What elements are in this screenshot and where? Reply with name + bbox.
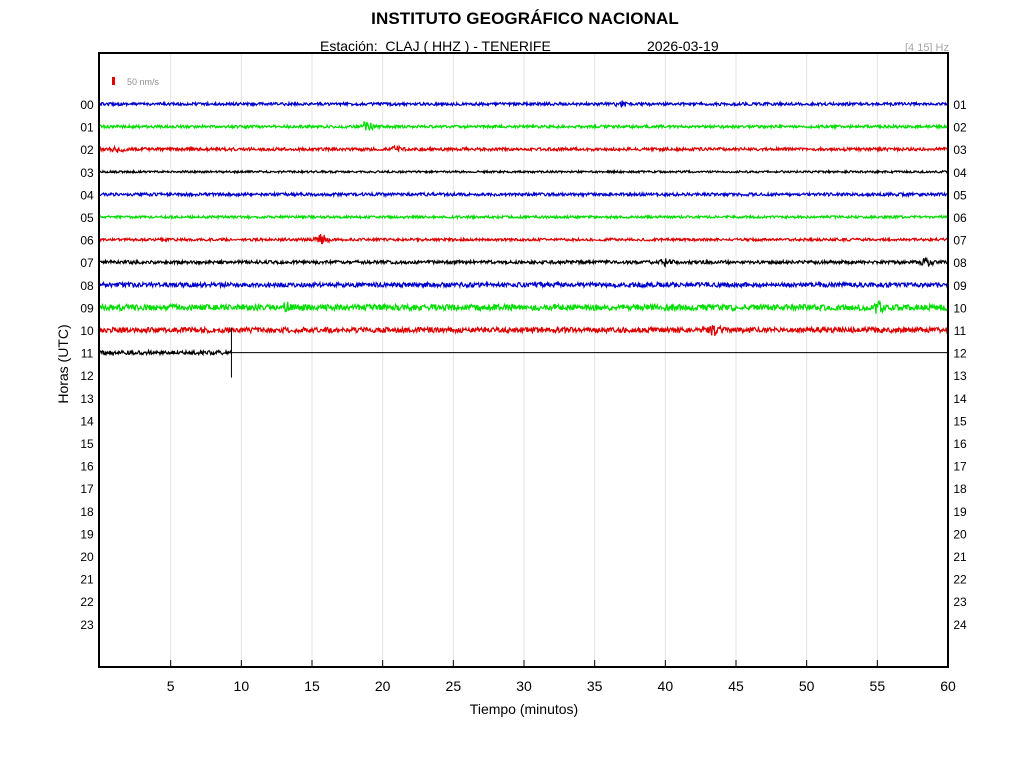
x-tick-label-20: 20: [375, 678, 391, 694]
hour-label-left-22: 22: [80, 595, 94, 609]
hour-label-left-09: 09: [80, 301, 94, 315]
hour-label-left-11: 11: [81, 347, 94, 361]
x-tick-label-30: 30: [516, 678, 532, 694]
hour-label-right-19: 19: [953, 505, 967, 519]
trace-hour-02: [99, 144, 949, 153]
x-tick-label-60: 60: [940, 678, 956, 694]
date-label: 2026-03-19: [647, 38, 719, 54]
hour-label-right-03: 03: [953, 143, 967, 157]
hour-label-right-02: 02: [953, 121, 967, 135]
hour-label-right-10: 10: [953, 301, 967, 315]
x-tick-label-40: 40: [658, 678, 674, 694]
hour-label-left-15: 15: [80, 437, 94, 451]
trace-hour-09: [99, 299, 949, 315]
trace-hour-08: [99, 280, 949, 290]
hour-label-right-12: 12: [953, 347, 967, 361]
x-tick-label-35: 35: [587, 678, 603, 694]
x-axis-label: Tiempo (minutos): [470, 701, 578, 717]
x-tick-label-5: 5: [167, 678, 175, 694]
hour-label-right-14: 14: [953, 392, 967, 406]
x-tick-label-45: 45: [728, 678, 744, 694]
trace-hour-10: [99, 324, 949, 337]
trace-hour-05: [99, 213, 949, 221]
scale-label: 50 nm/s: [127, 77, 160, 87]
hour-label-right-15: 15: [953, 414, 967, 428]
scale-bar: [112, 77, 115, 85]
hour-label-right-11: 11: [954, 324, 967, 338]
hour-label-right-21: 21: [953, 550, 967, 564]
hour-label-right-23: 23: [953, 595, 967, 609]
trace-hour-06: [99, 233, 949, 245]
trace-hour-11: [99, 348, 232, 357]
trace-hour-04: [99, 190, 948, 199]
trace-hour-01: [99, 120, 949, 132]
trace-hour-00: [99, 100, 949, 108]
hour-label-left-20: 20: [80, 550, 94, 564]
hour-label-left-05: 05: [80, 211, 94, 225]
chart-title: INSTITUTO GEOGRÁFICO NACIONAL: [371, 9, 679, 28]
station-label: Estación: CLAJ ( HHZ ) - TENERIFE: [320, 38, 551, 54]
trace-hour-07: [99, 256, 949, 268]
hour-label-left-06: 06: [80, 234, 94, 248]
x-tick-label-55: 55: [870, 678, 886, 694]
hour-label-left-19: 19: [80, 527, 94, 541]
hour-label-left-23: 23: [80, 618, 94, 632]
hour-label-left-13: 13: [80, 392, 94, 406]
plot-frame: [98, 52, 949, 668]
hour-label-left-16: 16: [80, 460, 94, 474]
hour-label-right-22: 22: [953, 573, 967, 587]
hour-label-left-21: 21: [80, 573, 94, 587]
hour-label-right-08: 08: [953, 256, 967, 270]
hour-label-right-05: 05: [953, 188, 967, 202]
hour-label-right-09: 09: [953, 279, 967, 293]
hour-label-right-16: 16: [953, 437, 967, 451]
hour-label-left-04: 04: [80, 188, 94, 202]
hour-label-left-02: 02: [80, 143, 94, 157]
hour-label-left-08: 08: [80, 279, 94, 293]
hour-label-right-01: 01: [953, 98, 967, 112]
hour-label-left-00: 00: [80, 98, 94, 112]
hour-label-right-18: 18: [953, 482, 967, 496]
hour-label-left-12: 12: [80, 369, 94, 383]
hour-label-left-17: 17: [80, 482, 94, 496]
seismic-traces: [99, 100, 949, 378]
hour-label-right-24: 24: [953, 618, 967, 632]
x-tick-label-10: 10: [234, 678, 250, 694]
hour-label-right-04: 04: [953, 166, 967, 180]
hour-label-right-06: 06: [953, 211, 967, 225]
y-axis-label: Horas (UTC): [55, 324, 71, 403]
hour-label-right-07: 07: [953, 234, 967, 248]
x-tick-label-25: 25: [446, 678, 462, 694]
hour-label-right-13: 13: [953, 369, 967, 383]
hour-label-left-03: 03: [80, 166, 94, 180]
hour-label-left-07: 07: [80, 256, 94, 270]
x-tick-label-15: 15: [304, 678, 320, 694]
hour-label-left-01: 01: [80, 121, 94, 135]
trace-hour-03: [99, 168, 949, 175]
frequency-band-label: [4 15] Hz: [904, 42, 949, 54]
x-tick-label-50: 50: [799, 678, 815, 694]
hour-label-left-10: 10: [80, 324, 94, 338]
hour-label-right-17: 17: [953, 460, 967, 474]
axis-labels: 5 10 15 20 25 30 35 40 45 50 55 60 00 01 02 03 04 05 06 07 0…: [80, 77, 967, 694]
grid-lines: [170, 54, 949, 667]
hour-label-left-18: 18: [80, 505, 94, 519]
hour-label-right-20: 20: [953, 527, 967, 541]
hour-label-left-14: 14: [80, 414, 94, 428]
